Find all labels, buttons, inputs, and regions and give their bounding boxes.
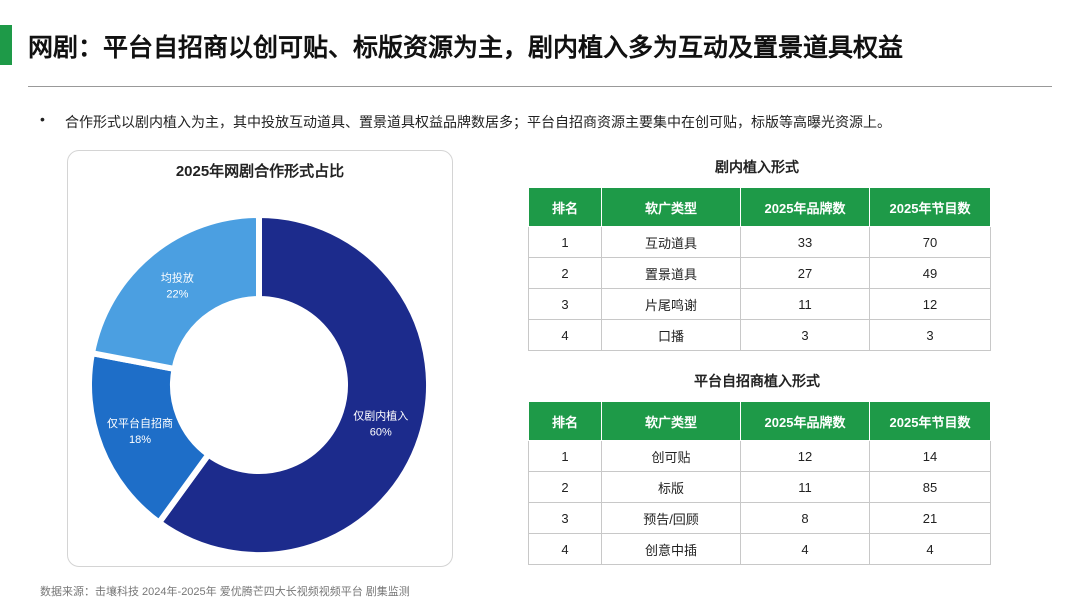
table-block: 剧内植入形式 排名 软广类型 2025年品牌数 2025年节目数 1 互动道具 33 70 2 置景…: [528, 157, 991, 351]
data-table: 排名 软广类型 2025年品牌数 2025年节目数 1 创可贴 12 14 2 标版 11 85 3 预告…: [528, 401, 991, 565]
table-cell: 标版: [601, 471, 741, 503]
donut-segment: [154, 211, 432, 558]
table-cell: 3: [528, 288, 602, 320]
table-row: 1 互动道具 33 70: [528, 226, 991, 258]
table-cell: 1: [528, 226, 602, 258]
table-cell: 3: [528, 502, 602, 534]
table-cell: 4: [528, 319, 602, 351]
slide-title: 网剧：平台自招商以创可贴、标版资源为主，剧内植入多为互动及置景道具权益: [28, 34, 904, 62]
header-row: 排名 软广类型 2025年品牌数 2025年节目数: [528, 187, 991, 227]
header-cell: 软广类型: [601, 401, 741, 441]
segment-label: 仅平台自招商: [107, 416, 173, 430]
table-cell: 70: [869, 226, 991, 258]
header-cell: 排名: [528, 401, 602, 441]
table-cell: 3: [869, 319, 991, 351]
chart-title: 2025年网剧合作形式占比: [176, 162, 344, 180]
table-cell: 4: [740, 533, 870, 565]
table-cell: 4: [869, 533, 991, 565]
table-row: 3 片尾鸣谢 11 12: [528, 288, 991, 320]
table-cell: 口播: [601, 319, 741, 351]
table-row: 2 标版 11 85: [528, 471, 991, 503]
header-cell: 排名: [528, 187, 602, 227]
header-cell: 2025年节目数: [869, 187, 991, 227]
table-cell: 片尾鸣谢: [601, 288, 741, 320]
table-cell: 创可贴: [601, 440, 741, 472]
donut-segment: [88, 211, 262, 373]
table-cell: 置景道具: [601, 257, 741, 289]
segment-label: 均投放: [161, 270, 194, 284]
title-accent: [0, 25, 12, 65]
table-cell: 27: [740, 257, 870, 289]
table-cell: 21: [869, 502, 991, 534]
table-row: 3 预告/回顾 8 21: [528, 502, 991, 534]
table-cell: 预告/回顾: [601, 502, 741, 534]
table-row: 1 创可贴 12 14: [528, 440, 991, 472]
table-cell: 12: [740, 440, 870, 472]
table-cell: 85: [869, 471, 991, 503]
header-cell: 2025年品牌数: [740, 401, 870, 441]
table-row: 4 口播 3 3: [528, 319, 991, 351]
source-note: 数据来源：击壤科技 2024年-2025年 爱优腾芒四大长视频视频平台 剧集监测: [40, 586, 410, 598]
header-row: 排名 软广类型 2025年品牌数 2025年节目数: [528, 401, 991, 441]
bullet-dot: •: [40, 111, 45, 127]
table-cell: 8: [740, 502, 870, 534]
table-cell: 33: [740, 226, 870, 258]
table-cell: 11: [740, 471, 870, 503]
header-cell: 软广类型: [601, 187, 741, 227]
header-cell: 2025年品牌数: [740, 187, 870, 227]
table-cell: 3: [740, 319, 870, 351]
table-cell: 互动道具: [601, 226, 741, 258]
table-cell: 1: [528, 440, 602, 472]
table-row: 4 创意中插 4 4: [528, 533, 991, 565]
chart-panel: [67, 150, 453, 567]
segment-value: 60%: [370, 426, 392, 438]
bullet-text: 合作形式以剧内植入为主，其中投放互动道具、置景道具权益品牌数居多；平台自招商资源…: [65, 114, 891, 130]
table-block: 平台自招商植入形式 排名 软广类型 2025年品牌数 2025年节目数 1 创可贴 12 14 2…: [528, 371, 991, 565]
table-row: 2 置景道具 27 49: [528, 257, 991, 289]
segment-value: 22%: [166, 288, 188, 300]
table-cell: 4: [528, 533, 602, 565]
header-cell: 2025年节目数: [869, 401, 991, 441]
data-table: 排名 软广类型 2025年品牌数 2025年节目数 1 互动道具 33 70 2 置景道具 27 49…: [528, 187, 991, 351]
donut-chart: 2025年网剧合作形式占比 仅剧内植入 60% 仅平台自招商 18% 均投放 22%: [86, 162, 432, 558]
table-cell: 49: [869, 257, 991, 289]
segment-label: 仅剧内植入: [353, 408, 408, 422]
table-title: 剧内植入形式: [715, 159, 799, 175]
segment-value: 18%: [129, 434, 151, 446]
donut-segment: [86, 349, 213, 527]
table-title: 平台自招商植入形式: [694, 373, 820, 389]
table-cell: 2: [528, 257, 602, 289]
table-cell: 12: [869, 288, 991, 320]
table-cell: 14: [869, 440, 991, 472]
table-cell: 2: [528, 471, 602, 503]
table-cell: 创意中插: [601, 533, 741, 565]
table-cell: 11: [740, 288, 870, 320]
title-rule: [28, 86, 1052, 87]
